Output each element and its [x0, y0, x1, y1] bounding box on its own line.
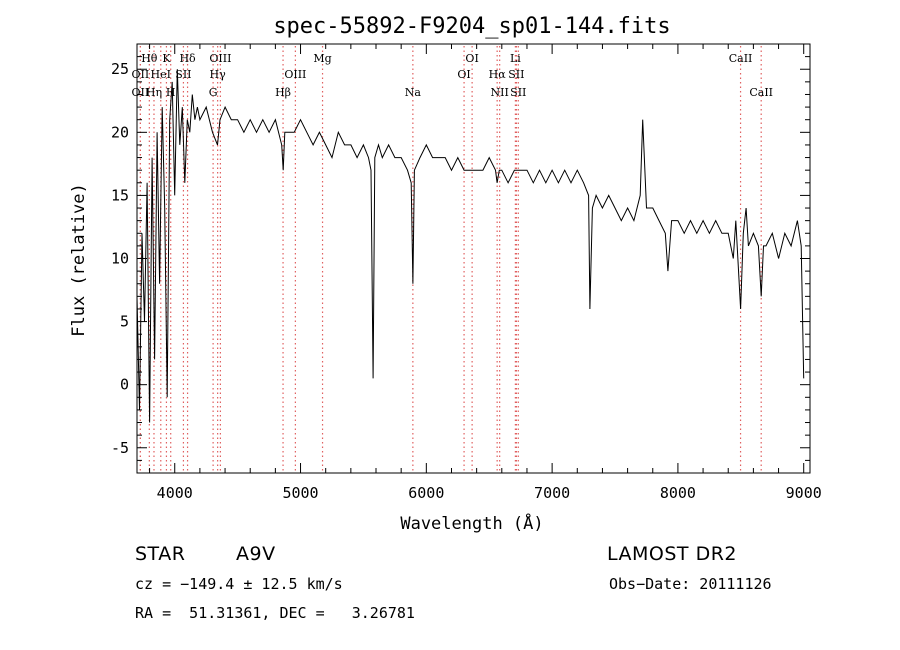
y-tick-label: 5 — [120, 313, 129, 331]
object-subclass: A9V — [236, 543, 276, 565]
line-label: Hθ — [141, 52, 158, 65]
y-axis: -5 0 5 10 15 20 25 — [111, 43, 810, 474]
object-class: STAR — [135, 543, 186, 565]
line-label: G — [209, 86, 218, 99]
y-tick-label: -5 — [111, 439, 129, 457]
line-label: SII — [510, 86, 526, 99]
line-label: SII — [175, 68, 191, 81]
line-label: Hη — [146, 86, 162, 99]
line-label: OIII — [209, 52, 231, 65]
x-tick-label: 6000 — [408, 484, 444, 502]
x-tick-label: 4000 — [157, 484, 193, 502]
y-tick-label: 15 — [111, 186, 129, 204]
line-label: NII — [491, 86, 509, 99]
spectrum-line — [136, 69, 805, 423]
spectral-line-markers — [139, 46, 762, 471]
line-label: OII — [132, 68, 150, 81]
survey-name: LAMOST DR2 — [607, 543, 737, 565]
x-axis: 4000 5000 6000 7000 8000 9000 — [149, 44, 822, 502]
y-axis-label: Flux (relative) — [69, 183, 89, 337]
y-tick-label: 0 — [120, 376, 129, 394]
line-label: Hβ — [275, 86, 291, 99]
ra-dec: RA = 51.31361, DEC = 3.26781 — [135, 604, 415, 622]
y-tick-label: 20 — [111, 123, 129, 141]
x-tick-label: 5000 — [282, 484, 318, 502]
line-label: OIII — [284, 68, 306, 81]
y-tick-label: 10 — [111, 250, 129, 268]
line-label: OI — [465, 52, 478, 65]
x-tick-label: 9000 — [786, 484, 822, 502]
x-tick-label: 7000 — [534, 484, 570, 502]
line-label: H — [166, 86, 176, 99]
line-label: Li — [510, 52, 521, 65]
line-label: Mg — [313, 52, 331, 65]
line-label: Hγ — [210, 68, 227, 81]
line-label: OII — [132, 86, 150, 99]
y-tick-label: 25 — [111, 60, 129, 78]
line-label: CaII — [749, 86, 773, 99]
line-label: Hδ — [179, 52, 196, 65]
plot-frame — [136, 43, 811, 474]
redshift-text: cz = −149.4 ± 12.5 km/s — [135, 575, 343, 593]
x-axis-label: Wavelength (Å) — [400, 512, 543, 534]
chart-title: spec-55892-F9204_sp01-144.fits — [273, 14, 670, 39]
line-label: Hα — [489, 68, 507, 81]
line-label: Na — [405, 86, 422, 99]
line-label: SII — [508, 68, 524, 81]
line-label: CaII — [729, 52, 753, 65]
line-label: HeI — [151, 68, 171, 81]
line-label: K — [162, 52, 171, 65]
obs-date: Obs−Date: 20111126 — [609, 575, 772, 593]
line-label: OI — [457, 68, 470, 81]
x-tick-label: 8000 — [660, 484, 696, 502]
